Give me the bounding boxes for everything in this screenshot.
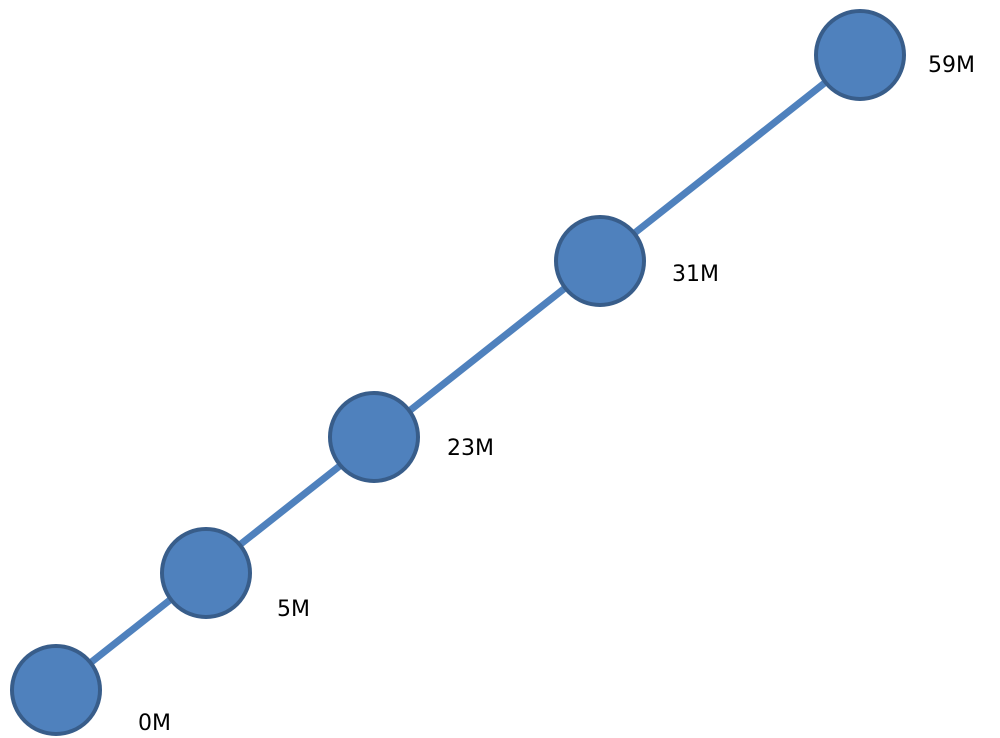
node-3: 31M (554, 215, 719, 307)
node-circle (328, 391, 420, 483)
node-label: 59M (928, 53, 975, 78)
node-0: 0M (10, 644, 171, 736)
node-4: 59M (814, 9, 975, 101)
node-circle (554, 215, 646, 307)
node-label: 31M (672, 262, 719, 287)
node-circle (10, 644, 102, 736)
node-circle (160, 527, 252, 619)
node-circle (814, 9, 906, 101)
node-1: 5M (160, 527, 310, 622)
node-label: 23M (447, 436, 494, 461)
node-label: 0M (138, 711, 171, 736)
node-2: 23M (328, 391, 494, 483)
node-label: 5M (277, 597, 310, 622)
